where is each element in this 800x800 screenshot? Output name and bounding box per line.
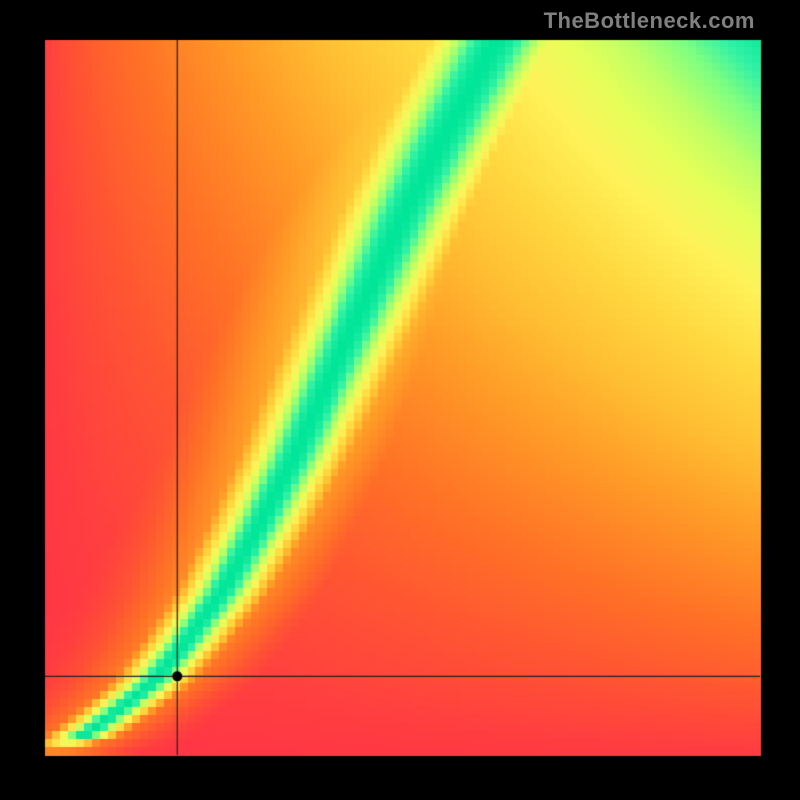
watermark-text: TheBottleneck.com	[544, 8, 755, 34]
figure-root: TheBottleneck.com	[0, 0, 800, 800]
bottleneck-heatmap	[0, 0, 800, 800]
